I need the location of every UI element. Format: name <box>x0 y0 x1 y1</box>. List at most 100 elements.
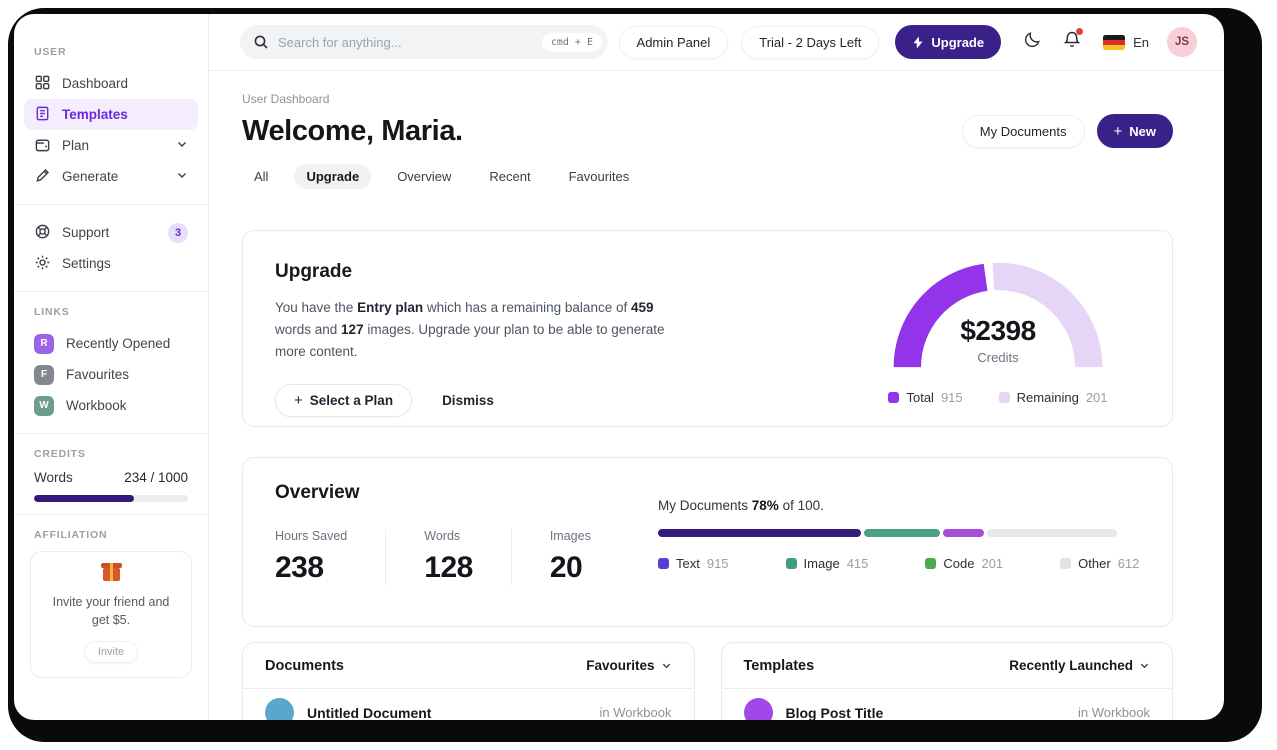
legend-label: Other <box>1078 556 1111 571</box>
search-input[interactable] <box>278 34 542 50</box>
german-flag-icon <box>1103 34 1126 50</box>
stat-label: Words <box>424 529 461 543</box>
stat-hours-saved: Hours Saved 238 <box>275 529 387 585</box>
title-actions: My Documents + New <box>961 114 1173 148</box>
template-name: Blog Post Title <box>785 704 884 721</box>
sidebar-link-recently-opened[interactable]: R Recently Opened <box>24 328 198 359</box>
sidebar-divider <box>14 291 208 292</box>
select-plan-button[interactable]: + Select a Plan <box>275 383 413 417</box>
legend-label: Total <box>906 390 934 405</box>
legend-value: 201 <box>1085 390 1108 405</box>
link-initial-badge: R <box>34 333 54 354</box>
page-title: Welcome, Maria. <box>242 114 463 147</box>
legend-swatch <box>888 392 900 403</box>
upgrade-button[interactable]: Upgrade <box>895 25 1002 59</box>
sidebar-link-label: Workbook <box>66 398 127 413</box>
sidebar-section-affiliation: AFFILIATION <box>34 529 108 541</box>
sidebar-section-credits: CREDITS <box>34 448 86 460</box>
legend-item: Text 915 <box>658 556 729 571</box>
sidebar-item-settings[interactable]: Settings <box>24 248 198 279</box>
overview-card: Overview Hours Saved 238 Words 128 Images 20 … <box>242 457 1173 627</box>
legend-label: Image <box>803 556 840 571</box>
plus-icon: + <box>294 391 303 409</box>
bar-segment-text <box>658 529 861 537</box>
templates-filter-dropdown[interactable]: Recently Launched <box>1009 658 1150 673</box>
sidebar-link-workbook[interactable]: W Workbook <box>24 390 198 421</box>
user-avatar[interactable]: JS <box>1167 27 1197 57</box>
legend-label: Remaining <box>1016 390 1079 405</box>
stat-label: Images <box>549 529 591 543</box>
legend-item: Code 201 <box>925 556 1003 571</box>
new-button[interactable]: + New <box>1096 114 1173 148</box>
document-location: in Workbook <box>599 705 672 720</box>
sidebar-item-label: Generate <box>62 169 119 184</box>
sidebar-item-label: Plan <box>62 138 90 153</box>
document-list-item[interactable]: Untitled Document in Workbook <box>243 689 694 720</box>
sidebar-item-generate[interactable]: Generate <box>24 161 198 192</box>
legend-item: Remaining 201 <box>998 390 1108 405</box>
dismiss-button[interactable]: Dismiss <box>442 392 494 408</box>
sidebar-item-support[interactable]: Support 3 <box>24 217 198 248</box>
bell-icon <box>1063 30 1081 54</box>
sidebar-item-templates[interactable]: Templates <box>24 99 198 130</box>
stat-label: Hours Saved <box>275 529 348 543</box>
document-avatar <box>265 698 294 720</box>
chevron-down-icon <box>176 138 188 153</box>
stat-words: Words 128 <box>424 529 512 585</box>
language-selector[interactable]: En <box>1103 34 1149 50</box>
legend-swatch <box>785 558 797 569</box>
sidebar-section-links: LINKS <box>34 306 70 318</box>
admin-panel-button[interactable]: Admin Panel <box>618 25 729 59</box>
tab-all[interactable]: All <box>254 168 269 184</box>
bar-segment-image <box>863 529 940 537</box>
legend-swatch <box>658 558 669 569</box>
sidebar-item-dashboard[interactable]: Dashboard <box>24 68 198 99</box>
template-avatar <box>743 698 773 720</box>
page-content: User Dashboard Welcome, Maria. My Docume… <box>209 71 1224 720</box>
template-list-item[interactable]: Blog Post Title in Workbook <box>722 689 1173 720</box>
credits-progress-fill <box>34 495 135 502</box>
my-documents-button[interactable]: My Documents <box>961 114 1085 148</box>
templates-card-header: Templates Recently Launched <box>721 643 1172 689</box>
tab-overview[interactable]: Overview <box>397 168 452 184</box>
dark-mode-toggle[interactable] <box>1023 30 1042 54</box>
sidebar-item-label: Templates <box>62 107 128 122</box>
legend-value: 415 <box>846 556 869 571</box>
sidebar-section-user: USER <box>34 46 67 58</box>
notifications-button[interactable] <box>1063 28 1084 54</box>
link-initial-badge: W <box>34 395 54 416</box>
sidebar-link-favourites[interactable]: F Favourites <box>24 359 198 390</box>
legend-item: Image 415 <box>785 556 869 571</box>
chevron-down-icon <box>1140 663 1149 669</box>
stacked-progress-bar <box>658 529 1117 537</box>
pencil-icon <box>34 167 51 187</box>
search-icon <box>253 34 269 50</box>
sidebar-link-label: Favourites <box>66 367 130 382</box>
search-bar[interactable]: cmd + E <box>240 25 608 59</box>
legend-value: 201 <box>981 556 1004 571</box>
stat-value: 238 <box>275 551 324 584</box>
tab-upgrade[interactable]: Upgrade <box>294 163 372 189</box>
sidebar-item-plan[interactable]: Plan <box>24 130 198 161</box>
legend-label: Code <box>943 556 975 571</box>
chevron-down-icon <box>176 169 188 184</box>
legend-swatch <box>1060 558 1072 569</box>
documents-filter-dropdown[interactable]: Favourites <box>586 658 671 673</box>
gauge-legend: Total 915 Remaining 201 <box>882 390 1114 405</box>
topbar-actions: Admin Panel Trial - 2 Days Left Upgrade <box>618 25 1197 59</box>
tab-recent[interactable]: Recent <box>489 168 531 184</box>
trial-status-button[interactable]: Trial - 2 Days Left <box>741 25 880 59</box>
breadcrumb: User Dashboard <box>242 92 330 106</box>
tab-favourites[interactable]: Favourites <box>568 168 630 184</box>
invite-button[interactable]: Invite <box>83 641 139 664</box>
language-code: En <box>1133 34 1149 50</box>
app-window: USER Dashboard Templates <box>14 14 1224 720</box>
dashboard-icon <box>34 74 51 94</box>
legend-item: Other 612 <box>1060 556 1139 571</box>
templates-icon <box>34 105 51 125</box>
stacked-bar-legend: Text 915 Image 415 Code 201 Other 612 <box>658 556 1139 571</box>
sidebar: USER Dashboard Templates <box>14 14 209 720</box>
chevron-down-icon <box>662 663 670 669</box>
search-shortcut-hint: cmd + E <box>541 32 602 52</box>
